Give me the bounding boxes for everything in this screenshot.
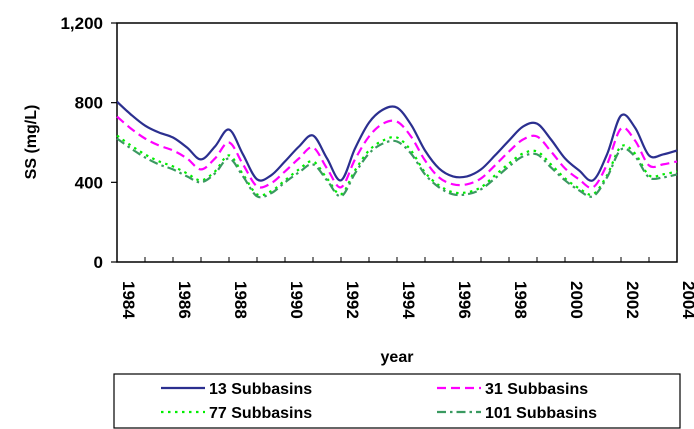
x-tick-label: 1998 [511,281,530,319]
legend-items: 13 Subbasins 31 Subbasins 77 Subbasins 101 … [161,381,597,422]
axis-layer: 0 400 800 1,200 1984 1986 1988 1990 1992 1994 1996… [60,14,694,319]
y-tick-label: 0 [94,253,103,272]
x-tick-label: 1984 [119,281,138,319]
x-tick-label: 1996 [455,281,474,319]
y-tick-label: 400 [75,173,103,192]
x-tick-label: 1988 [231,281,250,319]
y-axis-title: SS (mg/L) [23,105,40,180]
legend-label-4: 101 Subbasins [485,405,597,422]
x-tick-label: 1994 [399,281,418,319]
series-line-3 [116,134,678,197]
x-tick-label: 1992 [343,281,362,319]
x-tick-label: 2000 [567,281,586,319]
series-line-2 [116,115,678,189]
x-tick-label: 1986 [175,281,194,319]
legend-label-2: 31 Subbasins [485,381,588,398]
legend: 13 Subbasins 31 Subbasins 77 Subbasins 101 … [113,373,681,429]
series-line-1 [116,100,678,182]
series-layer [116,100,678,199]
x-axis-title: year [381,349,414,366]
y-tick-label: 800 [75,94,103,113]
series-line-4 [116,137,678,199]
legend-box [113,373,681,429]
x-tick-label: 2002 [623,281,642,319]
legend-label-1: 13 Subbasins [209,381,312,398]
y-tick-label: 1,200 [60,14,103,33]
legend-label-3: 77 Subbasins [209,405,312,422]
x-tick-label: 2004 [679,281,694,319]
x-tick-label: 1990 [287,281,306,319]
